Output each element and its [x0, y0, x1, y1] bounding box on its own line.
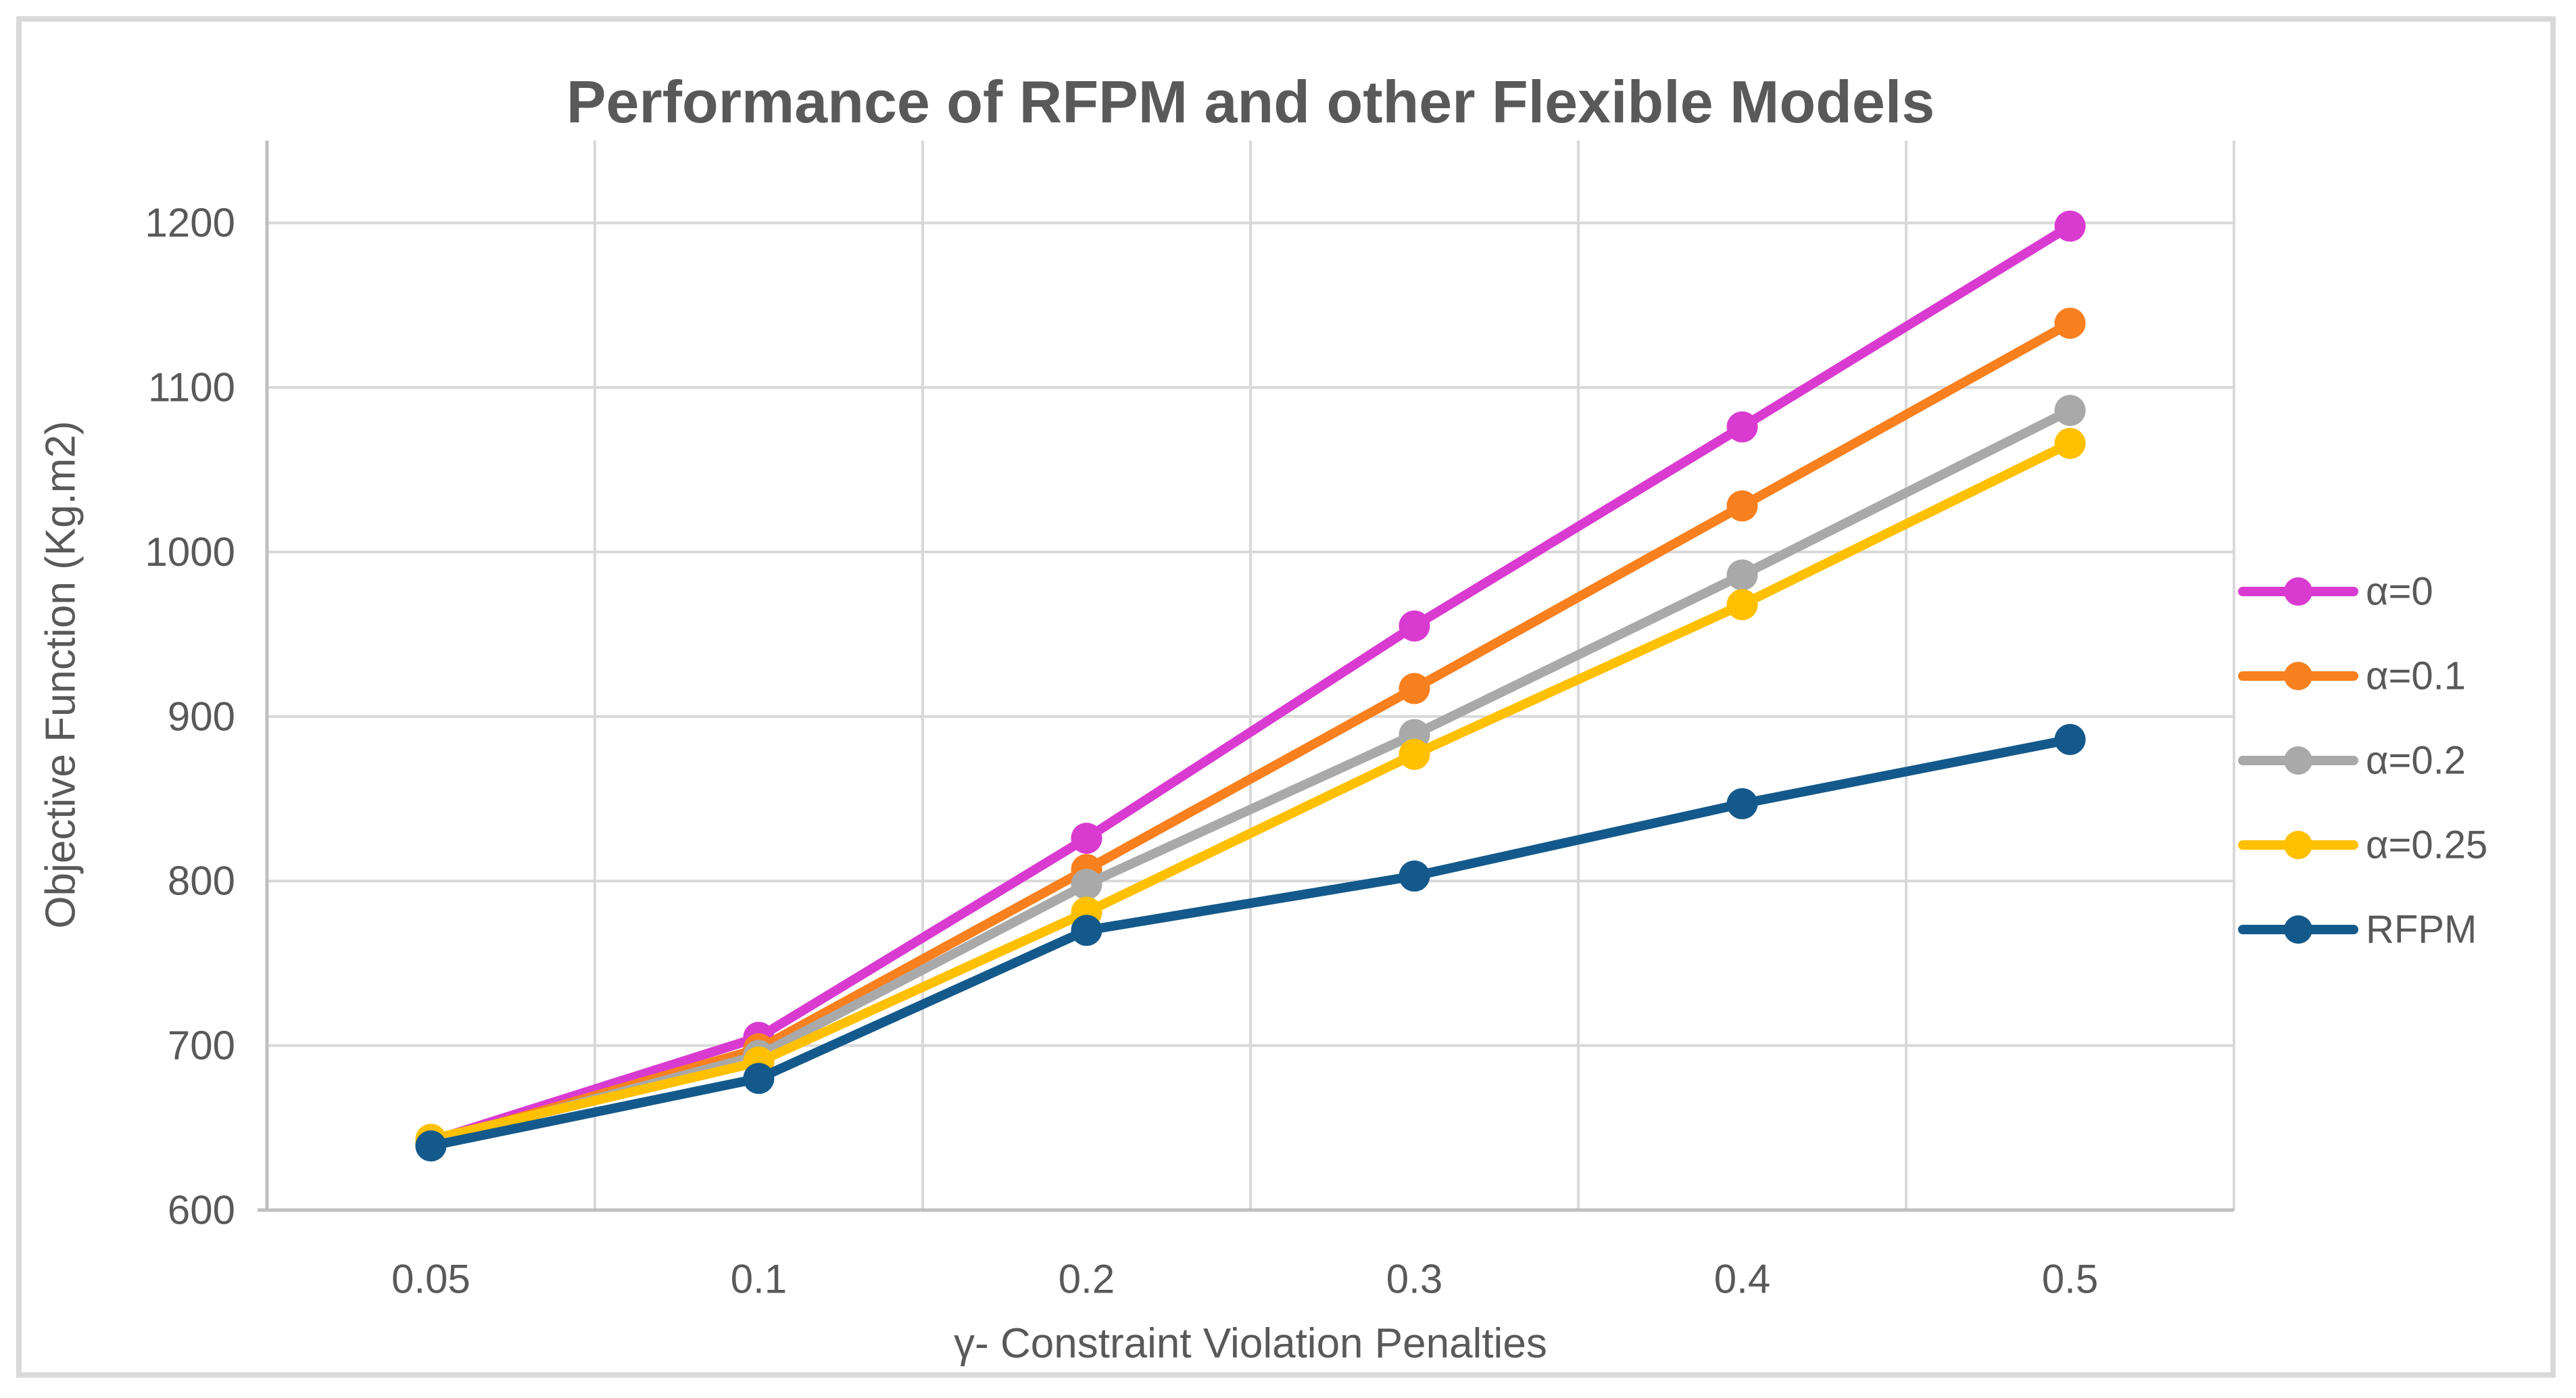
legend-swatch-marker-α=0.2 [2284, 746, 2312, 775]
series-line-α=0.2 [426, 406, 2075, 1148]
legend-swatch-marker-α=0.1 [2284, 662, 2312, 690]
legend-swatch-marker-α=0 [2284, 577, 2312, 606]
legend-label-α=0: α=0 [2366, 570, 2433, 614]
y-tick-800: 800 [168, 859, 235, 904]
marker-RFPM-0.1 [743, 1063, 775, 1094]
x-tick-0.1: 0.1 [731, 1257, 787, 1302]
y-tick-1200: 1200 [145, 200, 235, 245]
series-line-RFPM [426, 734, 2075, 1151]
chart-frame-border [16, 16, 2556, 1378]
marker-α=0-0.2 [1071, 822, 1102, 854]
series-line-α=0 [426, 221, 2075, 1146]
legend-label-RFPM: RFPM [2366, 908, 2477, 952]
x-tick-0.05: 0.05 [391, 1257, 470, 1302]
x-axis-title: γ- Constraint Violation Penalties [954, 1320, 1547, 1367]
y-tick-1100: 1100 [148, 365, 235, 410]
marker-α=0-0.5 [2054, 210, 2086, 242]
marker-α=0.1-0.3 [1399, 673, 1430, 704]
legend-label-α=0.1: α=0.1 [2366, 654, 2466, 698]
x-tick-0.3: 0.3 [1386, 1257, 1442, 1302]
y-tick-600: 600 [168, 1188, 235, 1233]
marker-RFPM-0.3 [1399, 860, 1430, 892]
series-line-α=0.25 [426, 438, 2075, 1144]
marker-α=0-0.3 [1399, 610, 1430, 642]
marker-RFPM-0.5 [2054, 723, 2086, 755]
legend-swatch-marker-α=0.25 [2284, 831, 2312, 859]
marker-α=0.25-0.4 [1726, 589, 1758, 621]
y-tick-700: 700 [168, 1023, 235, 1068]
x-tick-0.4: 0.4 [1714, 1257, 1770, 1302]
legend-label-α=0.25: α=0.25 [2366, 823, 2487, 867]
series-line-α=0.1 [426, 318, 2075, 1148]
marker-α=0.25-0.5 [2054, 427, 2086, 459]
marker-α=0.1-0.5 [2054, 308, 2086, 339]
marker-α=0.2-0.5 [2054, 395, 2086, 427]
marker-α=0.25-0.3 [1399, 738, 1430, 770]
marker-RFPM-0.05 [415, 1130, 447, 1162]
x-tick-0.2: 0.2 [1059, 1257, 1115, 1302]
marker-α=0.1-0.4 [1726, 490, 1758, 522]
y-tick-1000: 1000 [145, 529, 235, 575]
marker-α=0.2-0.4 [1726, 559, 1758, 591]
legend-swatch-marker-RFPM [2284, 915, 2312, 944]
marker-α=0.2-0.2 [1071, 869, 1102, 900]
x-tick-0.5: 0.5 [2042, 1257, 2098, 1302]
y-tick-900: 900 [168, 694, 235, 739]
marker-RFPM-0.4 [1726, 788, 1758, 819]
legend-label-α=0.2: α=0.2 [2366, 739, 2466, 783]
marker-RFPM-0.2 [1071, 915, 1102, 946]
marker-α=0-0.4 [1726, 411, 1758, 443]
chart-title: Performance of RFPM and other Flexible M… [566, 68, 1935, 135]
